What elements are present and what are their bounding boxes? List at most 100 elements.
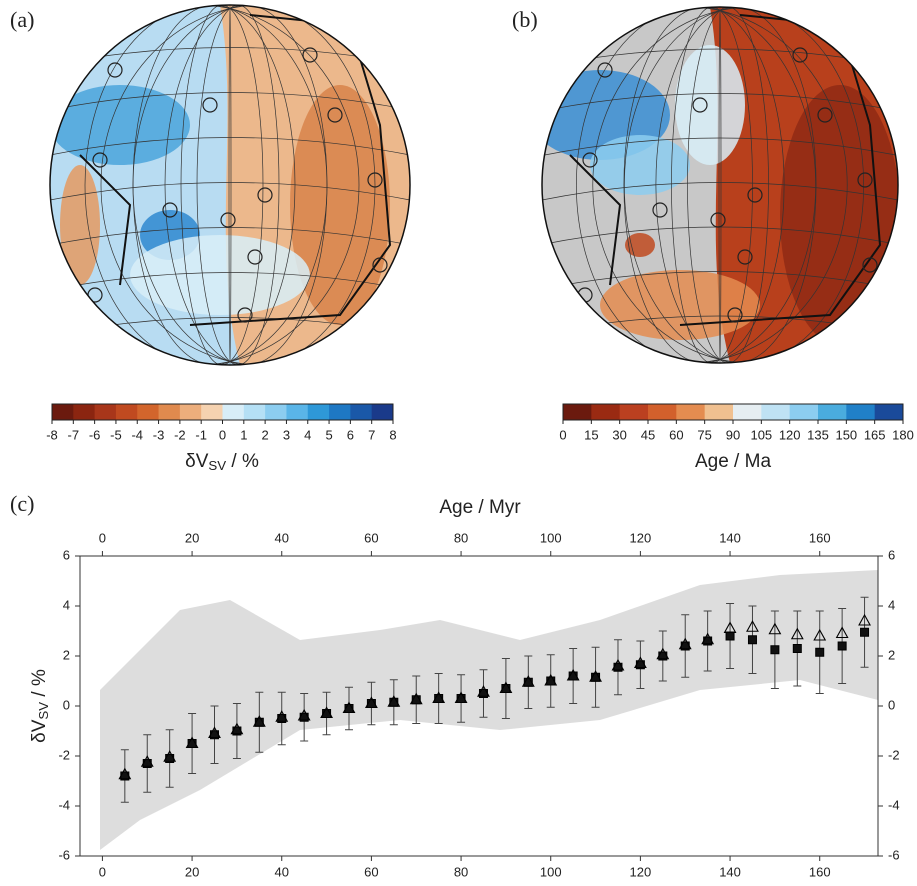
colorbar-tick-label: -5 [110,427,122,442]
triangle-marker [768,622,782,635]
triangle-marker [118,767,132,780]
site-marker [597,62,613,78]
site-marker [367,172,383,188]
colorbar-tick-label: 4 [304,427,311,442]
colorbar-tick-label: 75 [697,427,711,442]
x-tick-label: 0 [99,864,106,879]
triangle-marker [521,675,535,687]
x-tick-label: 140 [719,864,741,879]
meridian [718,7,722,363]
square-marker [792,644,802,653]
triangle-marker [409,692,423,705]
meridian [180,5,264,365]
label-main: δV [185,451,209,472]
colorbar-bin [676,404,706,420]
panel-label: (c) [10,491,34,516]
square-marker [860,627,870,637]
globe-patch [60,165,100,285]
colorbar-bin [761,404,791,420]
square-marker [770,645,780,655]
site-marker [257,187,273,203]
colorbar-tick-label: 90 [726,427,740,442]
colorbar-tick-label: 3 [283,427,290,442]
triangle-marker [746,620,759,632]
x-tick-label-top: 60 [364,530,378,545]
colorbar-tick-label: 0 [559,427,566,442]
colorbar-bin [789,404,819,420]
label-unit: / % [226,451,259,472]
y-tick-label: 0 [63,697,70,712]
globe-patch [625,233,655,257]
triangle-marker [611,658,625,671]
site-marker [737,249,753,265]
colorbar-bin [648,404,677,420]
colorbar-bin [307,404,330,420]
parallel [50,137,410,156]
x-tick-label-top: 20 [185,530,199,545]
x-tick-label-top: 100 [540,530,562,545]
colorbar-label: Age / Ma [695,451,771,472]
colorbar-bin [733,404,762,420]
triangle-marker [163,750,177,762]
colorbar-tick-label: -1 [195,427,207,442]
globe-patch [675,45,745,165]
label-main: δV [29,719,50,743]
triangle-marker [387,695,401,707]
triangle-marker [342,701,356,714]
site-marker [710,212,726,228]
colorbar-bin [591,404,621,420]
triangle-marker [140,755,154,767]
colorbar-tick-label: 135 [807,427,829,442]
globe-outline [49,4,411,366]
globe-patch [130,235,310,315]
colorbar-tick-label: 60 [669,427,683,442]
y-tick-label: 4 [63,597,70,612]
parallel [50,92,410,111]
globes [49,4,899,366]
colorbar-bin [52,404,74,420]
colorbar-bin [94,404,117,420]
globe-patch [780,85,898,345]
y-tick-label-right: 6 [888,547,895,562]
y-tick-label: -2 [58,747,70,762]
site-marker [107,62,123,78]
colorbar-tick-label: 1 [240,427,247,442]
x-tick-label: 40 [275,864,289,879]
colorbar-tick-label: 7 [368,427,375,442]
colorbar-tick-label: -7 [68,427,80,442]
globe-patch [50,85,190,165]
meridian [687,7,769,363]
colorbar-bin [73,404,96,420]
colorbar-bin [563,404,592,420]
site-marker [237,307,253,323]
colorbar-bin [818,404,847,420]
panel-label: (b) [512,7,538,32]
x-tick-label-top: 120 [630,530,652,545]
site-marker [582,152,598,168]
meridian [50,5,360,365]
colorbar-tick-label: -2 [174,427,186,442]
triangle-marker [208,726,221,739]
x-tick-label-top: 80 [454,530,468,545]
site-marker [202,97,218,113]
site-marker [652,202,668,218]
colorbar-bin [286,404,309,420]
meridian [592,7,898,363]
colorbar-tick-label: 0 [219,427,226,442]
colorbar-bin [137,404,160,420]
site-marker [857,172,873,188]
site-marker [247,249,263,265]
site-marker [692,97,708,113]
colorbar-label: δVSV / % [185,451,259,473]
colorbar-bin [619,404,649,420]
parallel [542,137,898,156]
colorbar-bin [158,404,181,420]
triangle-marker [544,673,558,686]
colorbar-tick-label: -6 [89,427,101,442]
triangle-marker [252,715,266,727]
square-marker [725,631,735,641]
x-tick-label: 120 [630,864,652,879]
colorbar-tick-label: -8 [46,427,58,442]
colorbar-bin [222,404,245,420]
triangle-marker [185,736,199,749]
